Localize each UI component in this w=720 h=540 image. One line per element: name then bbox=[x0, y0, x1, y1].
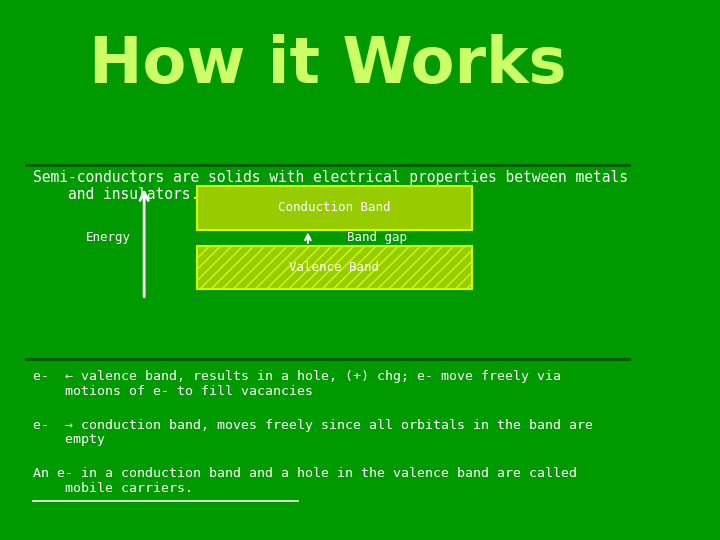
Text: e-  → conduction band, moves freely since all orbitals in the band are
    empty: e- → conduction band, moves freely since… bbox=[32, 418, 593, 447]
Bar bbox=[197, 186, 472, 230]
Text: Semi-conductors are solids with electrical properties between metals
    and ins: Semi-conductors are solids with electric… bbox=[32, 170, 628, 202]
Text: Energy: Energy bbox=[86, 231, 131, 244]
Text: Band gap: Band gap bbox=[347, 231, 408, 244]
Bar bbox=[197, 246, 472, 289]
Text: How it Works: How it Works bbox=[89, 34, 567, 96]
Text: Conduction Band: Conduction Band bbox=[278, 201, 390, 214]
Text: An e- in a conduction band and a hole in the valence band are called
    mobile : An e- in a conduction band and a hole in… bbox=[32, 467, 577, 495]
Text: Valence Band: Valence Band bbox=[289, 261, 379, 274]
Text: e-  ← valence band, results in a hole, (+) chg; e- move freely via
    motions o: e- ← valence band, results in a hole, (+… bbox=[32, 370, 561, 398]
